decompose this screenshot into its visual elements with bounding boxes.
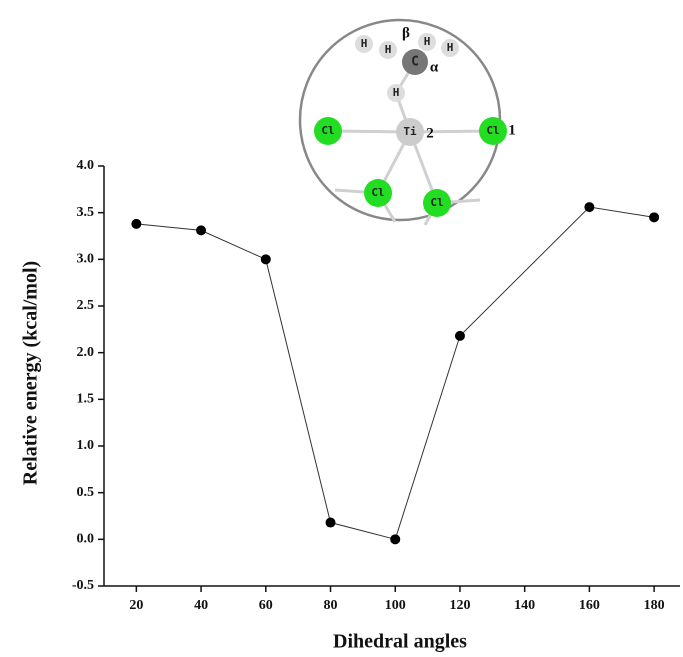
data-point <box>649 212 659 222</box>
y-tick-label: 1.5 <box>77 392 95 407</box>
y-tick-label: 2.5 <box>77 298 95 313</box>
x-tick-label: 40 <box>194 598 208 613</box>
annotation: β <box>402 25 410 41</box>
x-axis-title: Dihedral angles <box>333 631 467 653</box>
y-tick-label: 0.0 <box>77 532 95 547</box>
x-tick-label: 140 <box>514 598 535 613</box>
chart: H H H H H C Ti Cl Cl Cl Cl β α 2 1 Dihed… <box>0 0 683 657</box>
atom-label: Cl <box>321 124 334 137</box>
atom-label: Cl <box>371 186 384 199</box>
x-tick-label: 100 <box>385 598 406 613</box>
y-tick-label: 3.0 <box>77 252 95 267</box>
x-tick-label: 120 <box>449 598 470 613</box>
y-axis-title: Relative energy (kcal/mol) <box>20 261 42 485</box>
data-point <box>131 219 141 229</box>
atom-label: H <box>424 35 431 48</box>
x-tick-label: 60 <box>259 598 273 613</box>
data-point <box>455 331 465 341</box>
data-point <box>326 518 336 528</box>
y-tick-label: 4.0 <box>77 158 95 173</box>
y-tick-label: 1.0 <box>77 438 95 453</box>
atom-label: H <box>361 37 368 50</box>
atom-label: H <box>385 43 392 56</box>
data-point <box>584 202 594 212</box>
atom-label: Ti <box>403 125 417 138</box>
x-tick-label: 180 <box>644 598 665 613</box>
annotation: 1 <box>508 122 516 138</box>
molecule-inset: H H H H H C Ti Cl Cl Cl Cl β α 2 1 <box>300 20 516 225</box>
x-tick-label: 20 <box>129 598 143 613</box>
atom-label: Cl <box>486 124 499 137</box>
data-line <box>136 207 654 539</box>
y-tick-label: 3.5 <box>77 205 95 220</box>
data-point <box>261 254 271 264</box>
y-tick-label: 2.0 <box>77 345 95 360</box>
data-point <box>390 534 400 544</box>
data-point <box>196 225 206 235</box>
annotation: α <box>430 59 439 75</box>
atom-label: Cl <box>430 196 443 209</box>
atom-label: H <box>393 86 400 99</box>
atom-label: H <box>447 41 454 54</box>
atom-label: C <box>411 55 419 70</box>
annotation: 2 <box>426 125 434 141</box>
y-tick-label: -0.5 <box>72 578 94 593</box>
y-tick-label: 0.5 <box>77 485 95 500</box>
x-tick-label: 160 <box>579 598 600 613</box>
x-tick-label: 80 <box>324 598 338 613</box>
